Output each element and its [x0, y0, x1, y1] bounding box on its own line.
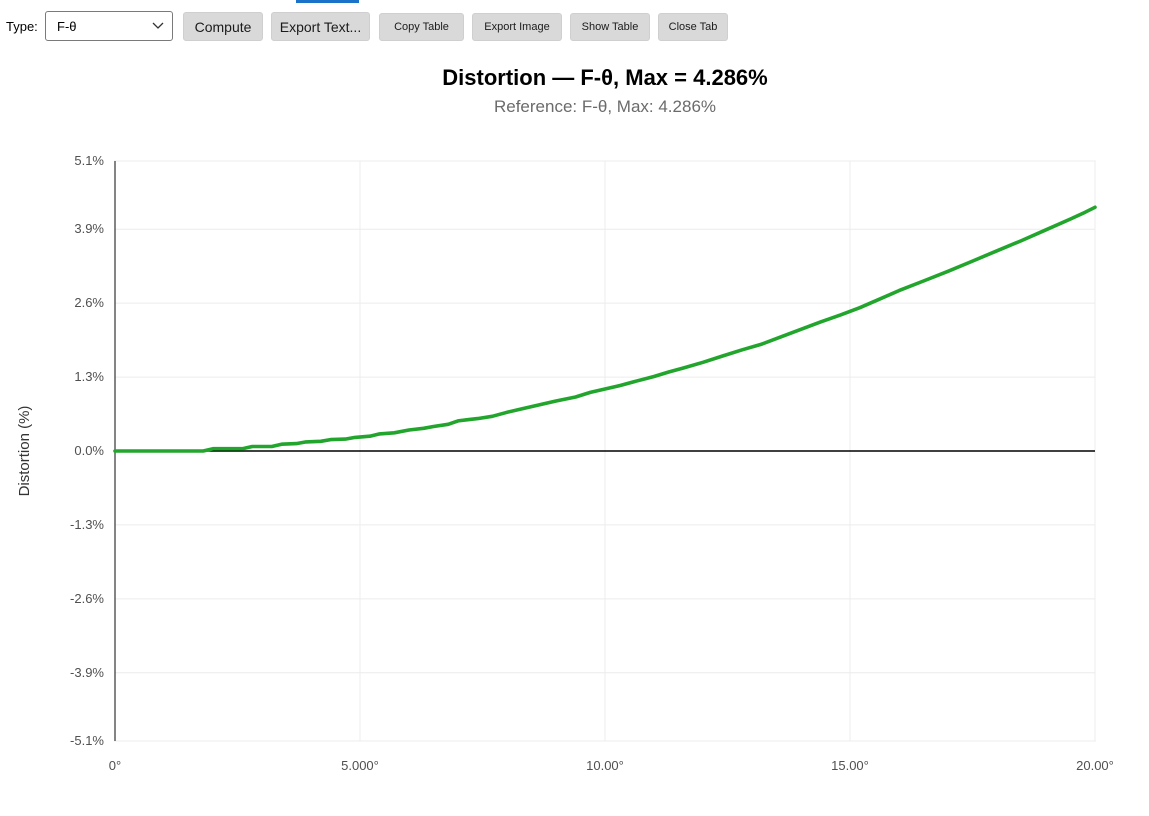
type-label: Type: — [6, 19, 38, 34]
compute-button[interactable]: Compute — [183, 12, 263, 41]
y-tick-label: 3.9% — [74, 221, 104, 236]
chart-title: Distortion — F-θ, Max = 4.286% — [442, 65, 768, 90]
y-tick-label: 5.1% — [74, 153, 104, 168]
y-tick-label: -1.3% — [70, 517, 104, 532]
x-tick-label: 20.00° — [1076, 758, 1114, 773]
distortion-series-line — [113, 205, 1097, 453]
y-tick-label: 1.3% — [74, 369, 104, 384]
y-tick-label: 2.6% — [74, 295, 104, 310]
close-tab-button[interactable]: Close Tab — [658, 13, 728, 41]
copy-table-button[interactable]: Copy Table — [379, 13, 464, 41]
type-dropdown-value: F-θ — [57, 19, 77, 34]
x-tick-label: 10.00° — [586, 758, 624, 773]
export-image-button[interactable]: Export Image — [472, 13, 562, 41]
type-dropdown[interactable]: F-θ — [45, 11, 173, 41]
x-tick-label: 15.00° — [831, 758, 869, 773]
y-tick-label: -3.9% — [70, 665, 104, 680]
x-tick-label: 5.000° — [341, 758, 379, 773]
chart-subtitle: Reference: F-θ, Max: 4.286% — [493, 97, 717, 116]
x-tick-label: 0° — [109, 758, 121, 773]
export-text-button[interactable]: Export Text... — [271, 12, 370, 41]
y-tick-label: -5.1% — [70, 733, 104, 748]
active-tab-indicator — [296, 0, 359, 3]
y-tick-label: 0.0% — [74, 443, 104, 458]
y-axis-title: Distortion (%) — [16, 406, 33, 497]
y-tick-label: -2.6% — [70, 591, 104, 606]
chevron-down-icon — [152, 22, 164, 29]
show-table-button[interactable]: Show Table — [570, 13, 650, 41]
toolbar: Type: F-θ Compute Export Text... Copy Ta… — [0, 0, 1149, 50]
